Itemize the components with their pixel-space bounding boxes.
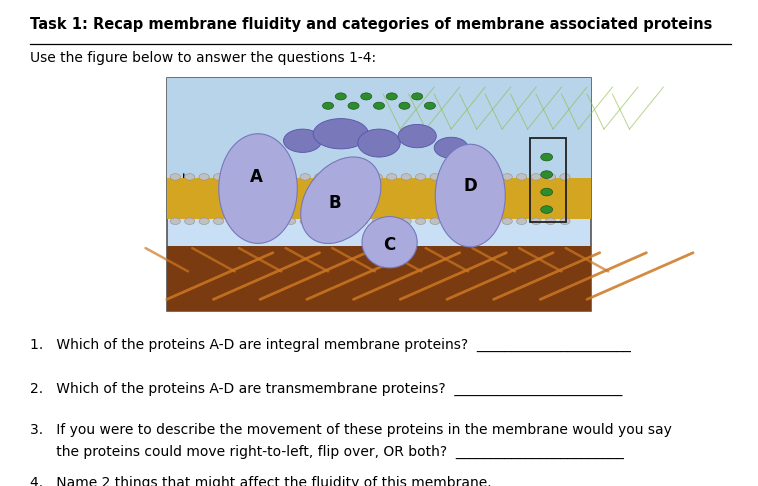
Text: the proteins could move right-to-left, flip over, OR both?  ____________________: the proteins could move right-to-left, f…: [30, 445, 624, 459]
Text: 1.   Which of the proteins A-D are integral membrane proteins?  ________________: 1. Which of the proteins A-D are integra…: [30, 338, 631, 352]
Circle shape: [315, 174, 324, 180]
Circle shape: [415, 218, 426, 225]
Circle shape: [372, 218, 382, 225]
Circle shape: [329, 218, 339, 225]
Text: A: A: [249, 168, 262, 186]
Bar: [167, 78, 591, 190]
Circle shape: [185, 218, 195, 225]
Circle shape: [343, 218, 353, 225]
Circle shape: [546, 174, 556, 180]
Text: 2.   Which of the proteins A-D are transmembrane proteins?  ____________________: 2. Which of the proteins A-D are transme…: [30, 382, 622, 396]
Circle shape: [348, 102, 359, 109]
Ellipse shape: [398, 124, 437, 148]
Circle shape: [487, 218, 498, 225]
Circle shape: [531, 174, 541, 180]
Circle shape: [412, 93, 423, 100]
Circle shape: [459, 174, 469, 180]
Circle shape: [243, 218, 252, 225]
Circle shape: [444, 174, 455, 180]
Circle shape: [271, 174, 281, 180]
Ellipse shape: [313, 119, 368, 149]
Circle shape: [343, 174, 353, 180]
Circle shape: [560, 218, 570, 225]
Circle shape: [228, 218, 238, 225]
Circle shape: [502, 218, 512, 225]
Circle shape: [516, 174, 527, 180]
Circle shape: [199, 174, 209, 180]
Circle shape: [401, 218, 412, 225]
Circle shape: [300, 174, 310, 180]
Text: 4.   Name 2 things that might affect the fluidity of this membrane.: 4. Name 2 things that might affect the f…: [30, 476, 492, 486]
Circle shape: [329, 174, 339, 180]
Circle shape: [361, 93, 371, 100]
Circle shape: [323, 102, 334, 109]
Bar: [167, 246, 591, 311]
Circle shape: [170, 218, 180, 225]
Circle shape: [286, 218, 296, 225]
Text: Task 1: Recap membrane fluidity and categories of membrane associated proteins: Task 1: Recap membrane fluidity and cate…: [30, 17, 713, 32]
Ellipse shape: [219, 134, 297, 243]
Circle shape: [214, 218, 224, 225]
Circle shape: [387, 93, 397, 100]
Ellipse shape: [435, 144, 506, 247]
Circle shape: [516, 218, 527, 225]
Text: C: C: [384, 236, 396, 254]
Circle shape: [430, 174, 440, 180]
Circle shape: [473, 218, 484, 225]
Circle shape: [271, 218, 281, 225]
Circle shape: [243, 174, 252, 180]
Circle shape: [487, 174, 498, 180]
Circle shape: [502, 174, 512, 180]
Circle shape: [335, 93, 346, 100]
Text: D: D: [463, 177, 477, 195]
Circle shape: [300, 218, 310, 225]
Circle shape: [540, 171, 553, 178]
Circle shape: [424, 102, 435, 109]
Ellipse shape: [434, 137, 468, 158]
Text: 3.   If you were to describe the movement of these proteins in the membrane woul: 3. If you were to describe the movement …: [30, 423, 672, 437]
Circle shape: [199, 218, 209, 225]
Circle shape: [358, 218, 368, 225]
Circle shape: [315, 218, 324, 225]
Text: Use the figure below to answer the questions 1-4:: Use the figure below to answer the quest…: [30, 51, 377, 65]
Circle shape: [430, 218, 440, 225]
Circle shape: [540, 206, 553, 213]
Text: B: B: [328, 193, 341, 211]
Circle shape: [387, 218, 397, 225]
Ellipse shape: [358, 129, 400, 157]
Circle shape: [540, 153, 553, 161]
Bar: [167, 78, 591, 311]
Circle shape: [399, 102, 410, 109]
Ellipse shape: [301, 157, 381, 243]
Ellipse shape: [362, 217, 417, 268]
Circle shape: [473, 174, 484, 180]
Circle shape: [401, 174, 412, 180]
Circle shape: [170, 174, 180, 180]
Bar: [167, 178, 591, 219]
Circle shape: [459, 218, 469, 225]
Circle shape: [214, 174, 224, 180]
Circle shape: [185, 174, 195, 180]
Circle shape: [228, 174, 238, 180]
Circle shape: [546, 218, 556, 225]
Circle shape: [257, 218, 267, 225]
Circle shape: [415, 174, 426, 180]
Circle shape: [531, 218, 541, 225]
Circle shape: [444, 218, 455, 225]
Circle shape: [358, 174, 368, 180]
Circle shape: [372, 174, 382, 180]
Bar: [530, 139, 565, 223]
Circle shape: [560, 174, 570, 180]
Circle shape: [286, 174, 296, 180]
Ellipse shape: [283, 129, 321, 153]
Circle shape: [257, 174, 267, 180]
Circle shape: [374, 102, 384, 109]
Circle shape: [540, 188, 553, 196]
Circle shape: [387, 174, 397, 180]
